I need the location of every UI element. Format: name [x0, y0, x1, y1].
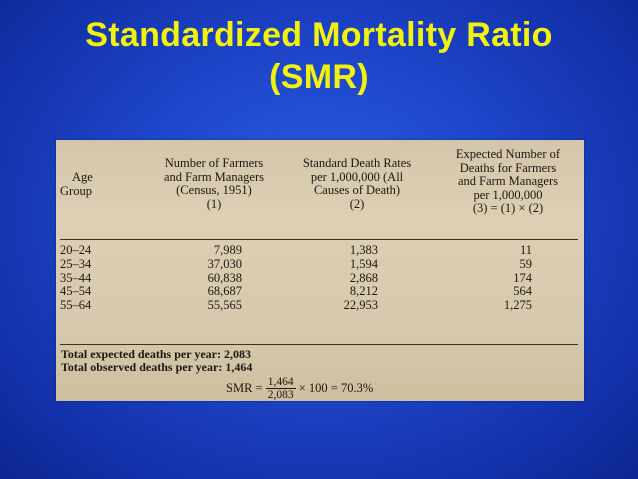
header-expected-line: Deaths for Farmers	[459, 160, 557, 175]
age-column: 20–24 25–34 35–44 45–54 55–64	[60, 243, 92, 313]
formula-lhs: SMR =	[226, 381, 263, 395]
scanned-table-image: Age Group Number of Farmers and Farm Man…	[56, 140, 584, 401]
header-rates-line: Standard Death Rates	[302, 156, 412, 170]
header-rates-line: Causes of Death)	[313, 183, 401, 197]
rate-cell: 22,953	[343, 298, 378, 313]
total-expected-text: Total expected deaths per year: 2,083	[61, 347, 251, 361]
header-farmers-line: (Census, 1951)	[176, 183, 252, 197]
header-expected-line: (3) = (1) × (2)	[472, 201, 544, 215]
header-expected-line: and Farm Managers	[458, 174, 558, 188]
totals-block: Total expected deaths per year: 2,083 To…	[61, 348, 252, 374]
rate-cell: 8,212	[349, 284, 378, 299]
header-rates-line: (2)	[349, 196, 365, 211]
age-cell: 55–64	[60, 298, 92, 313]
farmers-cell: 68,687	[207, 284, 242, 299]
header-age: Age Group	[60, 170, 93, 198]
header-rule	[60, 239, 578, 240]
smr-formula: SMR = 1,464 2,083 × 100 = 70.3%	[226, 376, 373, 401]
header-farmers: Number of Farmers and Farm Managers (Cen…	[144, 156, 284, 211]
expected-cell: 174	[513, 270, 532, 285]
header-expected-line: Expected Number of	[455, 147, 561, 161]
title-line-2: (SMR)	[269, 58, 369, 96]
totals-rule	[60, 344, 578, 345]
formula-numerator: 1,464	[265, 376, 296, 389]
rate-cell: 1,383	[349, 243, 378, 257]
rate-cell: 1,594	[349, 256, 378, 271]
rates-column: 1,383 1,594 2,868 8,212 22,953	[314, 243, 378, 313]
farmers-cell: 7,989	[213, 243, 242, 257]
farmers-cell: 60,838	[207, 270, 242, 285]
age-cell: 45–54	[60, 284, 92, 299]
expected-cell: 59	[519, 256, 533, 271]
farmers-cell: 55,565	[207, 298, 242, 313]
header-rates-line: per 1,000,000 (All	[310, 169, 404, 184]
header-farmers-line: (1)	[206, 196, 222, 211]
farmers-cell: 37,030	[207, 256, 242, 271]
expected-cell: 1,275	[503, 298, 532, 313]
header-expected-line: per 1,000,000	[473, 187, 543, 202]
age-cell: 35–44	[60, 270, 92, 285]
formula-fraction: 1,464 2,083	[265, 376, 296, 401]
expected-cell: 11	[519, 243, 532, 257]
header-farmers-line: and Farm Managers	[164, 169, 264, 184]
slide-title: Standardized Mortality Ratio (SMR)	[0, 14, 638, 98]
header-age-line: Age	[72, 170, 93, 184]
farmers-column: 7,989 37,030 60,838 68,687 55,565	[174, 243, 242, 313]
header-farmers-line: Number of Farmers	[164, 156, 264, 170]
formula-denominator: 2,083	[267, 389, 294, 401]
expected-column: 11 59 174 564 1,275	[476, 243, 533, 313]
rate-cell: 2,868	[349, 270, 378, 285]
age-cell: 20–24	[60, 243, 92, 257]
total-observed-text: Total observed deaths per year: 1,464	[61, 360, 253, 374]
title-line-1: Standardized Mortality Ratio	[85, 16, 553, 54]
header-rates: Standard Death Rates per 1,000,000 (All …	[284, 156, 430, 211]
age-cell: 25–34	[60, 256, 92, 271]
header-expected: Expected Number of Deaths for Farmers an…	[434, 147, 582, 216]
formula-rest: × 100 = 70.3%	[298, 381, 374, 395]
expected-cell: 564	[513, 284, 532, 299]
header-age-line: Group	[60, 183, 92, 198]
